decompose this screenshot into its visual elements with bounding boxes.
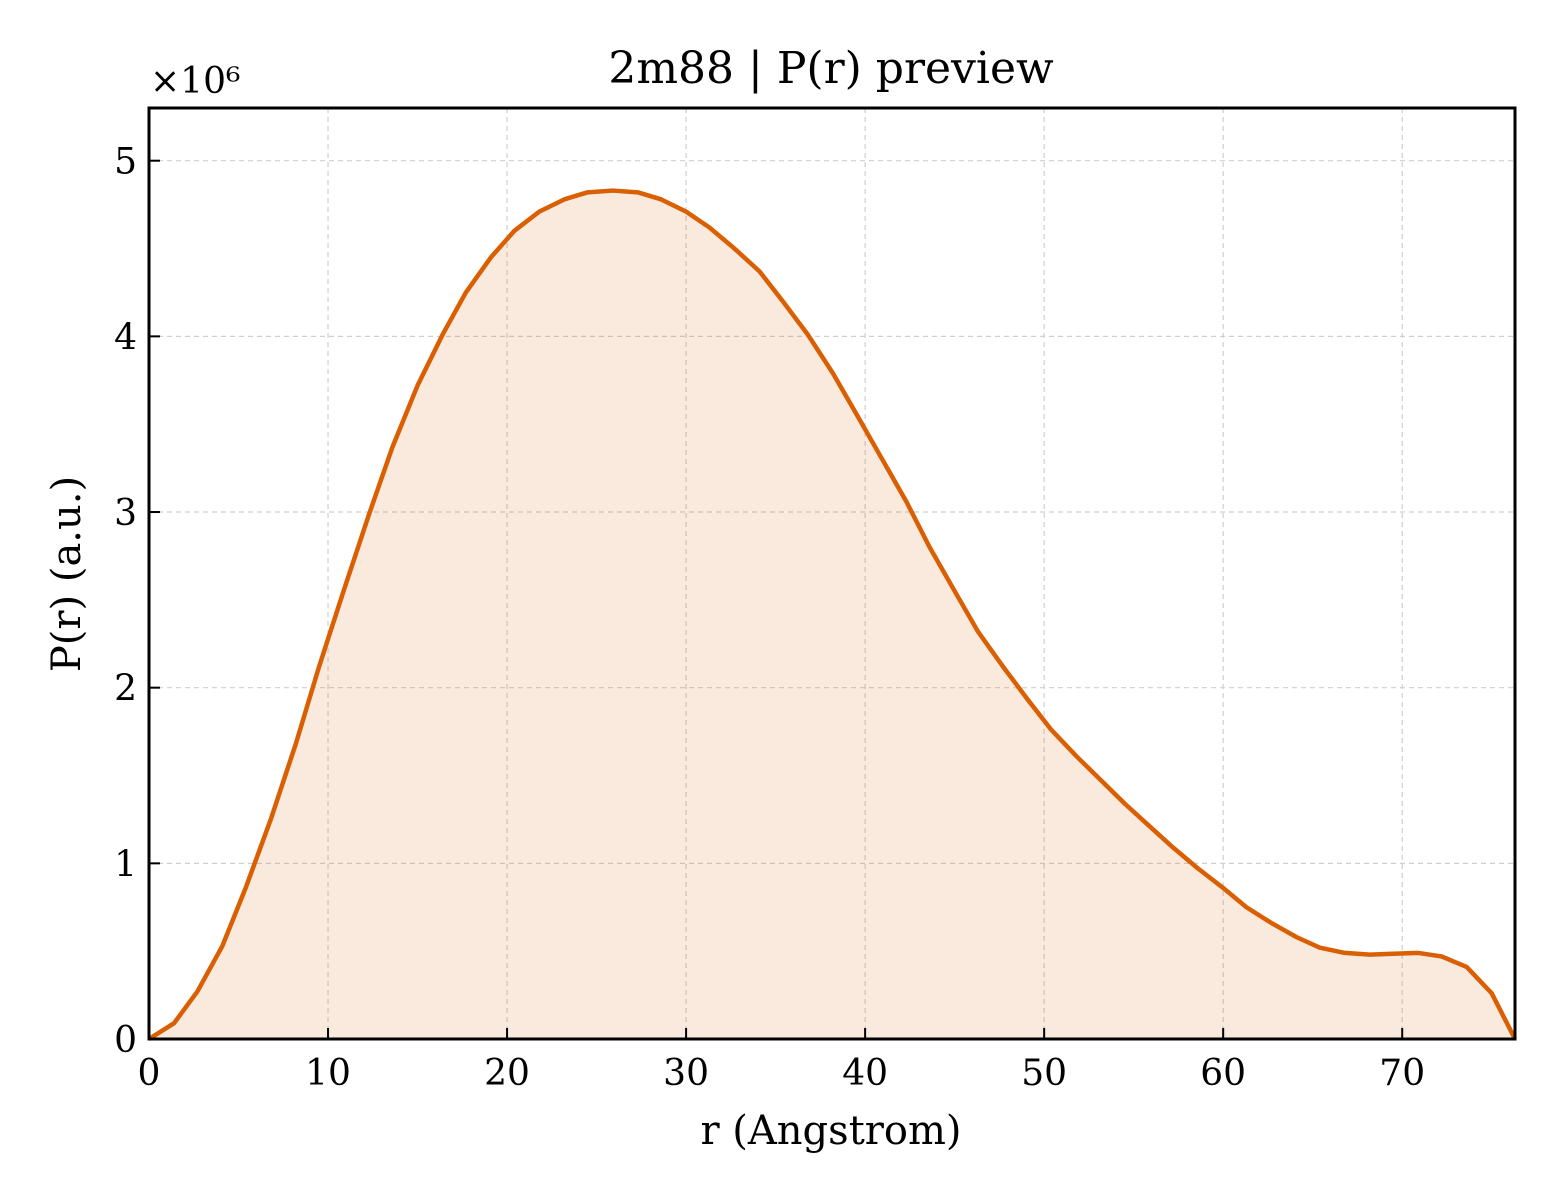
y-tick-label: 0: [114, 1020, 137, 1061]
x-tick-label: 0: [138, 1053, 161, 1094]
chart-title: 2m88 | P(r) preview: [608, 43, 1054, 94]
plot-frame: [147, 106, 1517, 1041]
y-axis-label: P(r) (a.u.): [44, 476, 90, 672]
axis-ticks: [148, 159, 1404, 1040]
x-tick-label: 30: [663, 1053, 709, 1094]
y-exponent-label: ×10⁶: [150, 61, 240, 102]
y-tick-label: 4: [114, 317, 137, 358]
x-tick-label: 70: [1379, 1053, 1425, 1094]
x-tick-label: 40: [842, 1053, 888, 1094]
y-tick-label: 1: [114, 844, 137, 885]
x-tick-label: 60: [1200, 1053, 1246, 1094]
x-tick-label: 10: [305, 1053, 351, 1094]
y-tick-label: 5: [114, 142, 137, 183]
x-tick-label: 20: [484, 1053, 530, 1094]
x-axis-label: r (Angstrom): [700, 1108, 961, 1154]
grid: [149, 108, 1515, 1039]
x-tick-label: 50: [1021, 1053, 1067, 1094]
pr-series-line: [147, 188, 1518, 1041]
axis-tick-labels: 0 10 20 30 40 50 60 70 0 1 2 3 4 5: [114, 142, 1425, 1094]
y-tick-label: 3: [114, 493, 137, 534]
y-tick-label: 2: [114, 669, 137, 710]
pr-area-fill: [149, 190, 1515, 1039]
